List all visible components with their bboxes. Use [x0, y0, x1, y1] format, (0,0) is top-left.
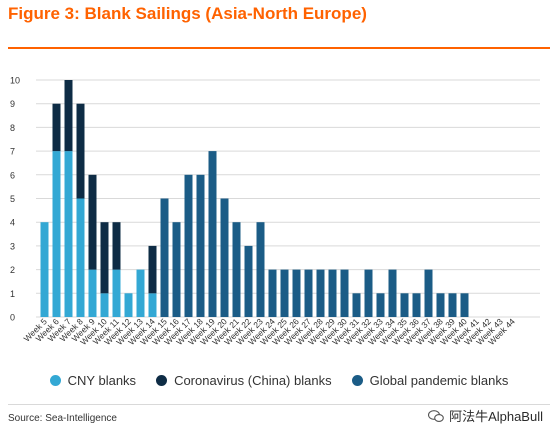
bar-segment — [196, 174, 205, 317]
y-tick-label: 3 — [10, 241, 15, 251]
bar-segment — [460, 293, 469, 317]
bar-segment — [76, 198, 85, 317]
bar-segment — [388, 269, 397, 317]
bar-segment — [256, 222, 265, 317]
legend-item: Coronavirus (China) blanks — [156, 373, 332, 388]
bar-segment — [100, 293, 109, 317]
legend-swatch — [156, 375, 168, 386]
watermark: 阿法牛AlphaBull — [425, 405, 546, 426]
bar-segment — [412, 293, 421, 317]
wechat-icon — [428, 409, 444, 422]
legend-label: Global pandemic blanks — [369, 373, 509, 388]
title-rule — [8, 47, 550, 49]
y-tick-label: 4 — [10, 218, 15, 228]
y-tick-label: 5 — [10, 194, 15, 204]
bar-segment — [148, 293, 157, 317]
bar-segment — [328, 269, 337, 317]
legend-item: Global pandemic blanks — [351, 373, 509, 388]
chart-title: Figure 3: Blank Sailings (Asia-North Eur… — [8, 4, 367, 23]
y-tick-label: 2 — [10, 265, 15, 275]
bar-segment — [208, 151, 217, 317]
bar-segment — [448, 293, 457, 317]
bar-segment — [160, 198, 169, 317]
legend-label: CNY blanks — [67, 373, 137, 388]
y-tick-label: 10 — [10, 76, 20, 86]
bar-segment — [40, 222, 49, 317]
bar-segment — [400, 293, 409, 317]
bar-segment — [124, 293, 133, 317]
bar-segment — [172, 222, 181, 317]
y-tick-label: 7 — [10, 147, 15, 157]
bar-segment — [88, 269, 97, 317]
bar-segment — [52, 103, 61, 152]
y-tick-label: 8 — [10, 123, 15, 133]
bar-segment — [268, 269, 277, 317]
watermark-text: 阿法牛AlphaBull — [449, 409, 543, 424]
y-tick-label: 0 — [10, 313, 15, 323]
bar-segment — [304, 269, 313, 317]
bar-segment — [112, 222, 121, 270]
bar-segment — [184, 174, 193, 317]
bar-segment — [112, 269, 121, 317]
bar-segment — [136, 269, 145, 317]
legend: CNY blanks Coronavirus (China) blanks Glob… — [0, 373, 558, 388]
bar-segment — [232, 222, 241, 317]
source-note: Source: Sea-Intelligence — [8, 413, 117, 424]
bar-segment — [280, 269, 289, 317]
bar-segment — [100, 222, 109, 294]
legend-item: CNY blanks — [49, 373, 137, 388]
bar-segment — [424, 269, 433, 317]
bar-segment — [292, 269, 301, 317]
bar-segment — [148, 245, 157, 294]
y-tick-label: 9 — [10, 99, 15, 109]
bar-segment — [364, 269, 373, 317]
bar-segment — [52, 151, 61, 317]
bar-segment — [64, 151, 73, 317]
bar-segment — [76, 103, 85, 199]
bar-segment — [64, 80, 73, 152]
bar-segment — [352, 293, 361, 317]
legend-swatch — [49, 375, 61, 386]
bar-segment — [88, 174, 97, 270]
bar-segment — [436, 293, 445, 317]
legend-swatch — [351, 375, 363, 386]
bar-segment — [340, 269, 349, 317]
bar-segment — [316, 269, 325, 317]
y-tick-label: 6 — [10, 170, 15, 180]
legend-label: Coronavirus (China) blanks — [174, 373, 332, 388]
bar-segment — [376, 293, 385, 317]
bar-segment — [244, 245, 253, 317]
bar-segment — [220, 198, 229, 317]
footer-rule — [8, 404, 550, 405]
y-tick-label: 1 — [10, 289, 15, 299]
